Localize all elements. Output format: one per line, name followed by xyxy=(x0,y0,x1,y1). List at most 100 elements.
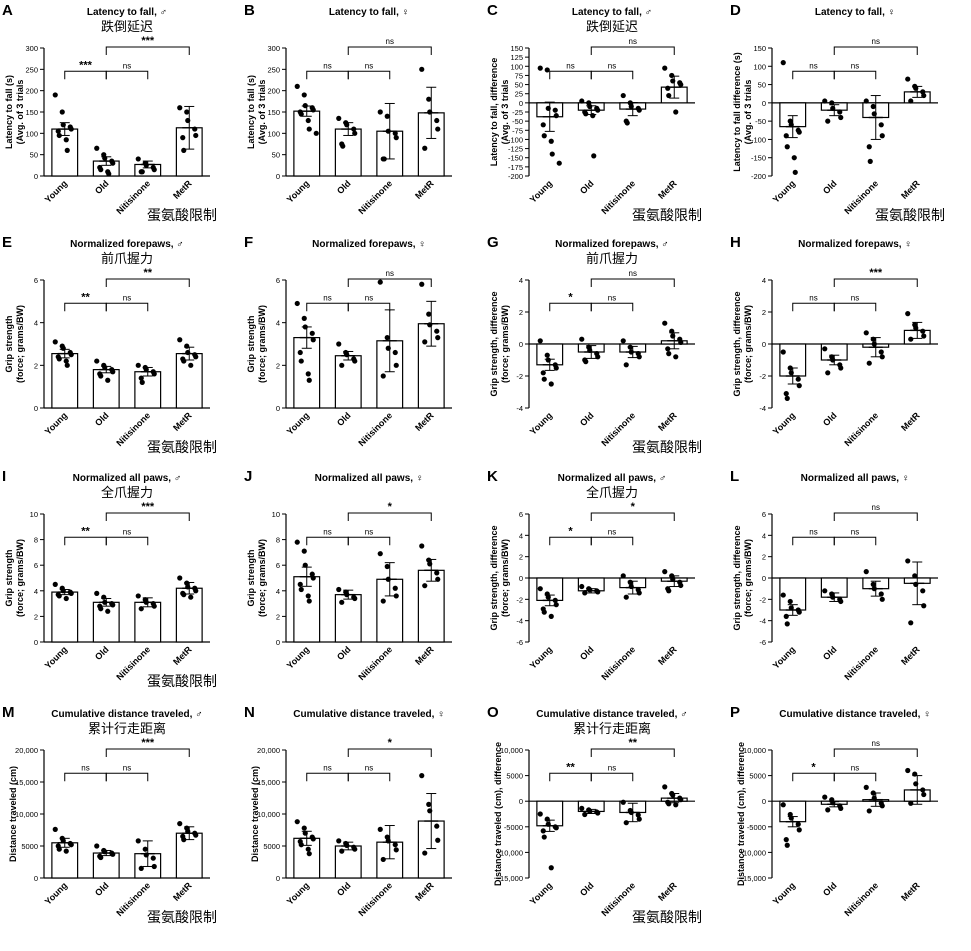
data-point xyxy=(636,354,642,360)
x-tick-label: Young xyxy=(771,644,797,670)
data-point xyxy=(193,354,199,360)
y-axis-label-line: (force; grams/BW) xyxy=(500,539,510,617)
data-point xyxy=(548,865,554,871)
panel-o: O Cumulative distance traveled, ♂累计行走距离 Di… xyxy=(487,704,702,925)
y-axis-label-line: Grip strength, difference xyxy=(732,291,742,396)
data-point xyxy=(863,784,869,790)
x-tick-label: Young xyxy=(285,410,311,436)
panel-letter: O xyxy=(487,704,499,721)
data-point xyxy=(94,145,100,151)
data-point xyxy=(422,339,428,345)
data-point xyxy=(56,593,62,599)
y-tick-label: -100 xyxy=(751,135,766,144)
data-point xyxy=(177,337,183,343)
y-tick-label: 6 xyxy=(34,276,38,285)
data-point xyxy=(94,843,100,849)
caption-zh: 蛋氨酸限制 xyxy=(632,207,702,223)
data-point xyxy=(298,358,304,364)
data-point xyxy=(143,599,149,605)
data-point xyxy=(310,575,316,581)
y-tick-label: 10 xyxy=(30,510,38,519)
y-tick-label: 2 xyxy=(762,308,766,317)
data-point xyxy=(426,311,432,317)
panel-title: Cumulative distance traveled, ♂ xyxy=(51,709,202,720)
data-point xyxy=(434,570,440,576)
data-point xyxy=(434,117,440,124)
significance-label: ns xyxy=(872,739,880,748)
y-tick-label: -100 xyxy=(508,135,523,144)
data-point xyxy=(541,834,547,840)
data-point xyxy=(313,130,319,136)
y-tick-label: 5000 xyxy=(263,842,280,851)
x-tick-label: MetR xyxy=(899,410,922,433)
significance-bracket xyxy=(549,302,592,312)
data-point xyxy=(866,808,872,814)
data-point xyxy=(435,576,441,582)
data-point xyxy=(825,118,831,124)
data-point xyxy=(110,369,116,375)
y-tick-label: 300 xyxy=(267,44,280,53)
data-point xyxy=(669,328,675,334)
significance-label: ns xyxy=(365,293,373,302)
significance-label: ns xyxy=(123,293,131,302)
y-axis-label-line: (Avg. of 3 trials xyxy=(257,80,267,145)
data-point xyxy=(98,854,104,861)
data-point xyxy=(52,92,58,98)
y-tick-label: -4 xyxy=(516,404,523,413)
data-point xyxy=(623,820,629,826)
x-tick-label: Young xyxy=(43,178,69,204)
data-point xyxy=(309,330,315,336)
data-point xyxy=(419,543,425,549)
data-point xyxy=(838,805,844,811)
y-tick-label: 6 xyxy=(276,561,280,570)
significance-bracket xyxy=(105,46,190,55)
data-point xyxy=(185,349,191,356)
y-tick-label: 5000 xyxy=(749,772,766,781)
data-point xyxy=(548,381,554,387)
data-point xyxy=(427,109,433,115)
y-tick-label: 0 xyxy=(34,874,38,883)
y-tick-label: 0 xyxy=(34,172,38,181)
significance-bracket xyxy=(347,70,391,80)
significance-bracket xyxy=(306,536,349,546)
y-tick-label: 2 xyxy=(762,553,766,562)
y-axis-label: Grip strength(force; grams/BW) xyxy=(246,539,267,617)
data-point xyxy=(56,356,62,362)
data-point xyxy=(623,362,629,368)
significance-label: ns xyxy=(365,763,373,772)
significance-bracket xyxy=(590,512,675,521)
significance-label: ns xyxy=(851,763,859,772)
data-point xyxy=(662,784,668,790)
y-axis-label-line: (Avg. of 3 trials xyxy=(743,80,753,145)
data-point xyxy=(143,162,149,168)
y-tick-label: 2 xyxy=(276,612,280,621)
data-point xyxy=(908,336,914,342)
bar xyxy=(51,842,79,879)
data-point xyxy=(310,836,316,842)
y-tick-label: 4 xyxy=(519,276,523,285)
data-point xyxy=(151,371,157,377)
y-tick-label: 150 xyxy=(753,44,766,53)
data-point xyxy=(143,852,149,858)
significance-label: ns xyxy=(566,61,574,70)
x-tick-label: MetR xyxy=(899,880,922,903)
data-point xyxy=(905,558,911,564)
panel-a: A Latency to fall, ♂跌倒延迟 Latency to fall (… xyxy=(2,2,217,223)
data-point xyxy=(184,109,190,115)
data-point xyxy=(670,78,676,84)
significance-label: * xyxy=(811,761,816,773)
y-axis-label-line: Grip strength xyxy=(246,549,256,606)
y-tick-label: 150 xyxy=(267,108,280,117)
data-point xyxy=(870,103,876,110)
data-point xyxy=(866,144,872,150)
significance-label: ns xyxy=(608,527,616,536)
bar xyxy=(92,601,120,643)
significance-label: * xyxy=(568,291,573,303)
data-point xyxy=(544,352,550,358)
data-point xyxy=(673,802,679,808)
data-point xyxy=(838,598,844,605)
data-point xyxy=(101,594,107,600)
data-point xyxy=(59,109,65,115)
data-point xyxy=(796,827,802,833)
data-point xyxy=(670,792,676,798)
